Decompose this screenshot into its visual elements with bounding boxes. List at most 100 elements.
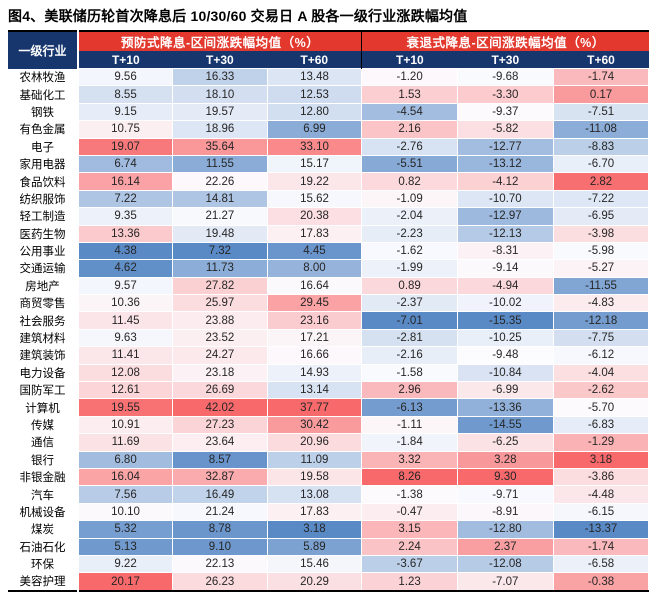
value-cell: -6.15 <box>552 502 650 522</box>
value-cell: 17.83 <box>266 502 363 522</box>
value-cell: 10.10 <box>77 502 174 522</box>
value-cell: -2.37 <box>361 294 458 313</box>
table-row: 美容护理 20.17 26.23 20.29 1.23 -7.07 -0.38 <box>8 572 650 592</box>
value-cell: -3.67 <box>361 554 458 574</box>
value-cell: 26.23 <box>172 572 268 592</box>
recessionary-t10-header: T+10 <box>361 51 458 69</box>
industry-name: 医药生物 <box>8 225 79 243</box>
recessionary-cut-group-header: 衰退式降息-区间涨跌幅均值（%） <box>361 31 649 51</box>
value-cell: 11.09 <box>266 450 363 469</box>
value-cell: 19.48 <box>172 224 268 243</box>
value-cell: -10.84 <box>456 363 554 383</box>
industry-name: 环保 <box>8 555 79 573</box>
industry-name: 传媒 <box>8 416 79 434</box>
value-cell: 3.28 <box>456 450 554 469</box>
industry-name: 公用事业 <box>8 242 79 260</box>
value-cell: 1.53 <box>361 85 458 104</box>
value-cell: 33.10 <box>266 137 363 156</box>
value-cell: 4.45 <box>266 241 363 261</box>
value-cell: -1.20 <box>361 67 458 87</box>
value-cell: -6.58 <box>552 554 650 574</box>
value-cell: 17.83 <box>266 224 363 243</box>
value-cell: -7.51 <box>552 102 650 122</box>
table-row: 计算机 19.55 42.02 37.77 -6.13 -13.36 -5.70 <box>8 398 650 417</box>
value-cell: -2.23 <box>361 224 458 243</box>
industry-name: 建筑装饰 <box>8 346 79 365</box>
value-cell: -4.54 <box>361 102 458 122</box>
value-cell: -10.02 <box>456 294 554 313</box>
table-row: 家用电器 6.74 11.55 15.17 -5.51 -13.12 -6.70 <box>8 154 650 174</box>
industry-name: 轻工制造 <box>8 207 79 226</box>
value-cell: -9.37 <box>456 102 554 122</box>
industry-name: 纺织服饰 <box>8 190 79 208</box>
value-cell: -5.98 <box>552 241 650 261</box>
value-cell: 5.89 <box>266 537 363 556</box>
industry-name: 机械设备 <box>8 503 79 521</box>
table-row: 交通运输 4.62 11.73 8.00 -1.99 -9.14 -5.27 <box>8 259 650 278</box>
value-cell: 30.42 <box>266 415 363 435</box>
value-cell: 3.18 <box>552 450 650 469</box>
industry-name: 石油石化 <box>8 538 79 556</box>
value-cell: 7.22 <box>77 189 174 209</box>
value-cell: -3.98 <box>552 224 650 243</box>
industry-name: 交通运输 <box>8 259 79 278</box>
value-cell: -5.27 <box>552 259 650 278</box>
value-cell: 21.24 <box>172 502 268 522</box>
value-cell: -3.30 <box>456 85 554 104</box>
value-cell: 23.18 <box>172 363 268 383</box>
value-cell: 37.77 <box>266 398 363 417</box>
group-header-row: 一级行业 预防式降息-区间涨跌幅均值（%） 衰退式降息-区间涨跌幅均值（%） <box>8 31 649 69</box>
value-cell: -0.38 <box>552 572 650 592</box>
value-cell: -10.70 <box>456 189 554 209</box>
industry-name: 基础化工 <box>8 85 79 104</box>
value-cell: -9.14 <box>456 259 554 278</box>
industry-name: 家用电器 <box>8 155 79 173</box>
table-row: 建筑装饰 11.41 24.27 16.66 -2.16 -9.48 -6.12 <box>8 346 650 365</box>
value-cell: 4.62 <box>77 259 174 278</box>
value-cell: -9.71 <box>456 485 554 504</box>
industry-name: 房地产 <box>8 277 79 295</box>
value-cell: 13.36 <box>77 224 174 243</box>
value-cell: 5.13 <box>77 537 174 556</box>
industry-name: 有色金属 <box>8 120 79 139</box>
value-cell: 15.17 <box>266 154 363 174</box>
value-cell: -11.55 <box>552 276 650 296</box>
value-cell: 11.69 <box>77 433 174 452</box>
value-cell: 26.69 <box>172 381 268 400</box>
value-cell: 4.38 <box>77 241 174 261</box>
table-body: 农林牧渔 9.56 16.33 13.48 -1.20 -9.68 -1.74 … <box>8 67 650 592</box>
value-cell: -1.09 <box>361 189 458 209</box>
value-cell: -14.55 <box>456 415 554 435</box>
value-cell: 8.57 <box>172 450 268 469</box>
industry-name: 农林牧渔 <box>8 68 79 86</box>
sub-header-row: T+10 T+30 T+60 T+10 T+30 T+60 <box>8 51 649 69</box>
value-cell: 9.57 <box>77 276 174 296</box>
value-cell: 8.78 <box>172 520 268 539</box>
value-cell: 0.89 <box>361 276 458 296</box>
industry-name: 商贸零售 <box>8 294 79 312</box>
value-cell: 11.73 <box>172 259 268 278</box>
table-row: 电力设备 12.08 23.18 14.93 -1.58 -10.84 -4.0… <box>8 363 650 383</box>
preventive-cut-group-header: 预防式降息-区间涨跌幅均值（%） <box>78 31 362 51</box>
value-cell: 3.32 <box>361 450 458 469</box>
table-row: 公用事业 4.38 7.32 4.45 -1.62 -8.31 -5.98 <box>8 241 650 261</box>
value-cell: 13.08 <box>266 485 363 504</box>
value-cell: 20.38 <box>266 207 363 226</box>
value-cell: 6.99 <box>266 120 363 139</box>
value-cell: -1.74 <box>552 67 650 87</box>
value-cell: 1.23 <box>361 572 458 592</box>
value-cell: -2.62 <box>552 381 650 400</box>
table-row: 石油石化 5.13 9.10 5.89 2.24 2.37 -1.74 <box>8 537 650 556</box>
value-cell: -5.51 <box>361 154 458 174</box>
table-row: 电子 19.07 35.64 33.10 -2.76 -12.77 -8.83 <box>8 137 650 156</box>
value-cell: 23.16 <box>266 311 363 330</box>
industry-name: 钢铁 <box>8 103 79 121</box>
value-cell: 20.29 <box>266 572 363 592</box>
table-header: 一级行业 预防式降息-区间涨跌幅均值（%） 衰退式降息-区间涨跌幅均值（%） T… <box>8 31 649 69</box>
value-cell: -4.04 <box>552 363 650 383</box>
value-cell: 23.64 <box>172 433 268 452</box>
value-cell: 9.10 <box>172 537 268 556</box>
value-cell: -13.12 <box>456 154 554 174</box>
value-cell: -13.37 <box>552 520 650 539</box>
